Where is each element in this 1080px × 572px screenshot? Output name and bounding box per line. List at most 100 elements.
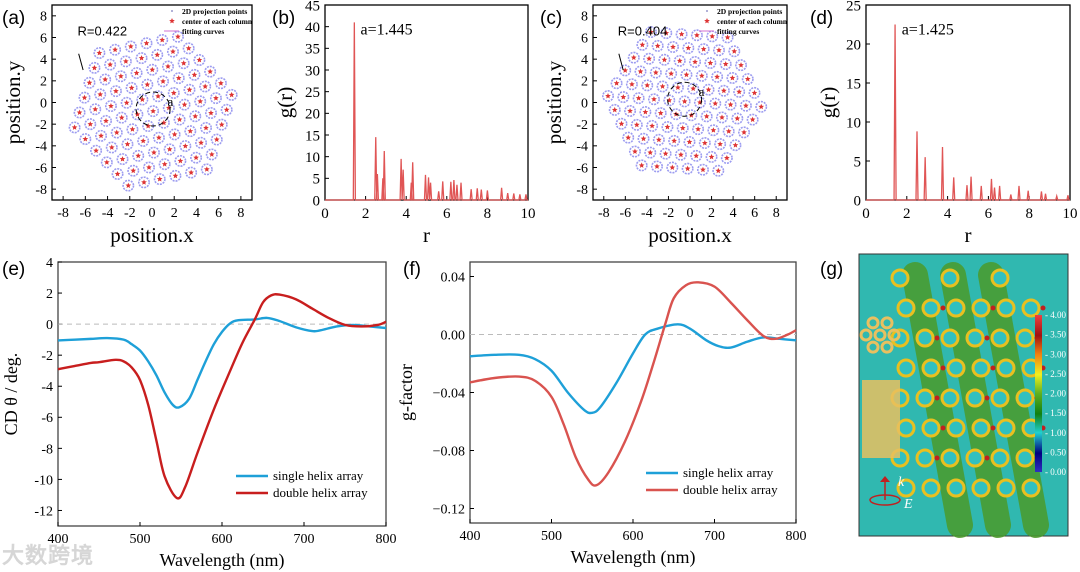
projection-ring bbox=[177, 57, 190, 70]
column-center-star bbox=[107, 61, 113, 68]
projection-ring bbox=[696, 163, 709, 176]
projection-ring bbox=[90, 144, 103, 157]
projection-ring bbox=[166, 45, 179, 58]
y-tick-label: 6 bbox=[581, 31, 588, 46]
x-tick-label: 2 bbox=[362, 206, 370, 222]
projection-ring bbox=[610, 77, 623, 90]
structure-side-view bbox=[862, 380, 900, 458]
x-tick-label: 0 bbox=[862, 206, 870, 222]
projection-ring bbox=[667, 40, 680, 53]
projection-ring bbox=[721, 31, 734, 44]
projection-ring bbox=[650, 160, 663, 173]
projection-ring bbox=[709, 97, 722, 110]
x-tick-label: 700 bbox=[294, 532, 315, 547]
y-tick-label: -2 bbox=[576, 118, 588, 133]
legend-entry: fitting curves bbox=[182, 27, 224, 36]
projection-ring bbox=[220, 103, 233, 116]
projection-ring bbox=[666, 161, 679, 174]
y-tick-label: 25 bbox=[846, 0, 861, 14]
enhancement-ring bbox=[946, 418, 966, 438]
column-center-star bbox=[86, 79, 93, 86]
column-center-star bbox=[203, 124, 209, 131]
legend-marker-star bbox=[704, 18, 710, 24]
column-center-star bbox=[654, 42, 661, 49]
enhancement-ring bbox=[996, 418, 1016, 438]
y-tick-label: 15 bbox=[305, 128, 320, 144]
projection-ring bbox=[714, 138, 727, 151]
projection-ring bbox=[659, 147, 672, 160]
column-center-star bbox=[668, 70, 674, 77]
projection-ring bbox=[719, 58, 732, 71]
plot-frame bbox=[865, 4, 1071, 201]
column-center-star bbox=[647, 149, 654, 156]
column-center-star bbox=[724, 154, 730, 161]
projection-ring bbox=[627, 51, 640, 64]
hotspot bbox=[934, 455, 940, 461]
projection-ring bbox=[173, 113, 186, 126]
projection-ring bbox=[689, 55, 702, 68]
hotspot bbox=[990, 365, 996, 371]
projection-ring bbox=[641, 79, 654, 92]
projection-ring bbox=[630, 118, 643, 131]
projection-ring bbox=[104, 100, 117, 113]
y-tick-label: 0.04 bbox=[441, 270, 466, 285]
projection-ring bbox=[215, 118, 228, 131]
column-center-star bbox=[171, 131, 178, 137]
column-center-star bbox=[700, 46, 707, 52]
column-center-star bbox=[218, 121, 225, 128]
column-center-star bbox=[159, 36, 166, 43]
projection-ring bbox=[617, 91, 630, 104]
column-center-star bbox=[170, 90, 177, 96]
projection-ring bbox=[690, 149, 703, 162]
x-tick-label: 10 bbox=[1063, 206, 1078, 222]
y-tick-label: 4 bbox=[40, 53, 47, 68]
projection-ring bbox=[135, 52, 148, 65]
x-tick-label: 8 bbox=[484, 206, 492, 222]
x-tick-label: 0 bbox=[149, 206, 156, 221]
column-center-star bbox=[228, 91, 235, 98]
column-center-star bbox=[648, 29, 654, 35]
y-tick-label: 2 bbox=[581, 75, 588, 90]
column-center-star bbox=[175, 75, 182, 81]
column-center-star bbox=[134, 111, 141, 117]
column-center-star bbox=[97, 91, 104, 97]
column-center-star bbox=[630, 54, 637, 61]
projection-ring bbox=[111, 167, 124, 180]
column-center-star bbox=[678, 151, 684, 158]
x-tick-label: 800 bbox=[786, 529, 807, 544]
projection-ring bbox=[210, 133, 223, 146]
projection-ring bbox=[73, 106, 86, 119]
projection-ring bbox=[646, 119, 659, 132]
series-line-single bbox=[469, 323, 797, 415]
x-tick-label: -8 bbox=[598, 206, 610, 221]
x-tick-label: -2 bbox=[663, 206, 675, 221]
column-center-star bbox=[108, 144, 115, 150]
y-tick-label: -10 bbox=[34, 473, 53, 488]
projection-ring bbox=[99, 73, 112, 86]
projection-ring bbox=[755, 100, 768, 113]
x-axis-label: r bbox=[423, 223, 430, 247]
projection-ring bbox=[636, 38, 649, 51]
y-tick-label: 45 bbox=[305, 0, 320, 14]
projection-ring bbox=[88, 61, 101, 74]
column-center-star bbox=[664, 124, 671, 130]
column-center-star bbox=[192, 113, 199, 119]
projection-ring bbox=[658, 53, 671, 66]
x-tick-label: 4 bbox=[402, 206, 410, 222]
column-center-star bbox=[618, 120, 625, 127]
column-center-star bbox=[133, 70, 140, 76]
column-center-star bbox=[112, 46, 118, 53]
projection-ring bbox=[120, 96, 133, 109]
column-center-star bbox=[124, 141, 131, 147]
enhancement-ring bbox=[896, 298, 916, 318]
column-center-star bbox=[186, 86, 193, 93]
x-tick-label: 800 bbox=[376, 532, 397, 547]
structure-top-view bbox=[859, 328, 873, 342]
y-tick-label: -4 bbox=[41, 380, 53, 395]
projection-ring bbox=[676, 122, 689, 135]
enhancement-ring bbox=[1015, 328, 1035, 348]
y-tick-label: −0.12 bbox=[433, 502, 465, 517]
column-center-star bbox=[693, 152, 700, 159]
projection-ring bbox=[715, 111, 728, 124]
